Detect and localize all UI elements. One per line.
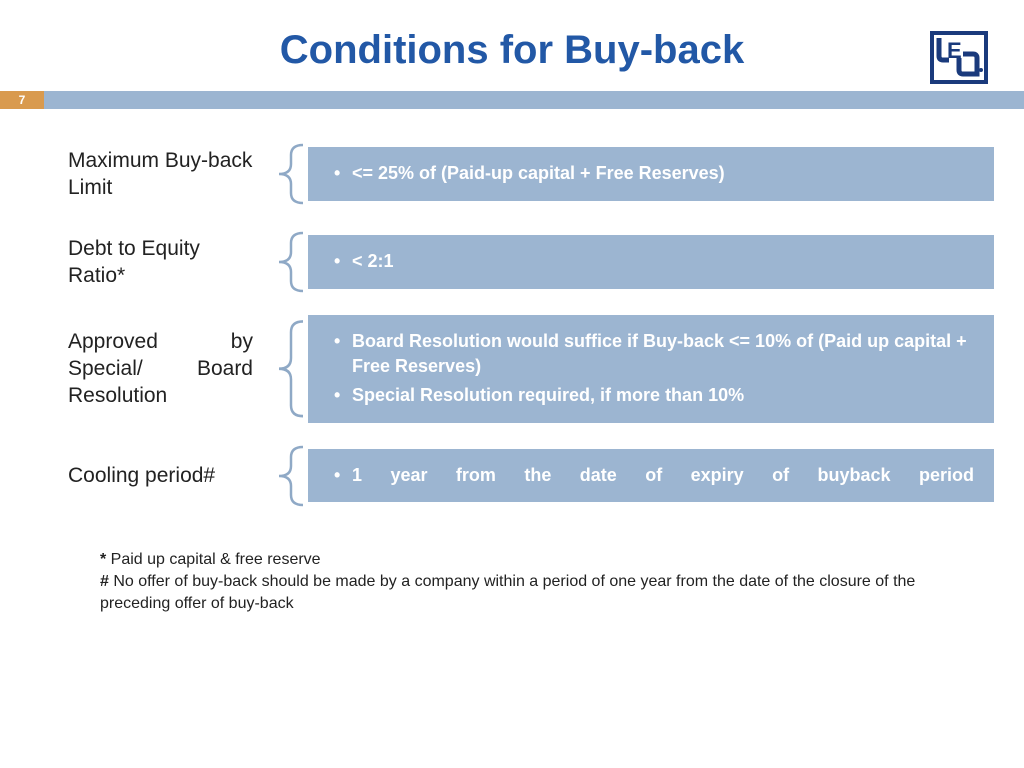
condition-detail: 1 year from the date of expiry of buybac… [308, 449, 994, 502]
condition-detail: Board Resolution would suffice if Buy-ba… [308, 315, 994, 423]
detail-item: < 2:1 [334, 249, 974, 274]
condition-row: Maximum Buy-back Limit <= 25% of (Paid-u… [68, 139, 994, 209]
footnote-line: * Paid up capital & free reserve [100, 549, 964, 571]
bracket-icon [263, 227, 308, 297]
footnote-line: # No offer of buy-back should be made by… [100, 571, 964, 616]
footnotes: * Paid up capital & free reserve# No off… [0, 529, 1024, 616]
footnote-marker: # [100, 573, 109, 590]
bracket-icon [263, 441, 308, 511]
detail-item: Board Resolution would suffice if Buy-ba… [334, 329, 974, 379]
bracket-icon [263, 315, 308, 423]
condition-label: Debt to Equity Ratio* [68, 235, 263, 290]
bracket-icon [263, 139, 308, 209]
header-bar: 7 [0, 91, 1024, 109]
condition-row: Debt to Equity Ratio* < 2:1 [68, 227, 994, 297]
page-number: 7 [0, 91, 44, 109]
slide-title: Conditions for Buy-back [0, 0, 1024, 91]
condition-label: Cooling period# [68, 462, 263, 489]
condition-label: Approved by Special/ Board Resolution [68, 328, 263, 410]
content-area: Maximum Buy-back Limit <= 25% of (Paid-u… [0, 109, 1024, 511]
detail-item: 1 year from the date of expiry of buybac… [334, 463, 974, 488]
detail-item: Special Resolution required, if more tha… [334, 383, 974, 408]
condition-detail: <= 25% of (Paid-up capital + Free Reserv… [308, 147, 994, 200]
condition-label: Maximum Buy-back Limit [68, 147, 263, 202]
condition-detail: < 2:1 [308, 235, 994, 288]
footnote-text: Paid up capital & free reserve [106, 551, 320, 568]
condition-row: Cooling period# 1 year from the date of … [68, 441, 994, 511]
footnote-text: No offer of buy-back should be made by a… [100, 573, 915, 612]
sebi-logo-icon: E [929, 30, 989, 85]
condition-row: Approved by Special/ Board Resolution Bo… [68, 315, 994, 423]
detail-item: <= 25% of (Paid-up capital + Free Reserv… [334, 161, 974, 186]
